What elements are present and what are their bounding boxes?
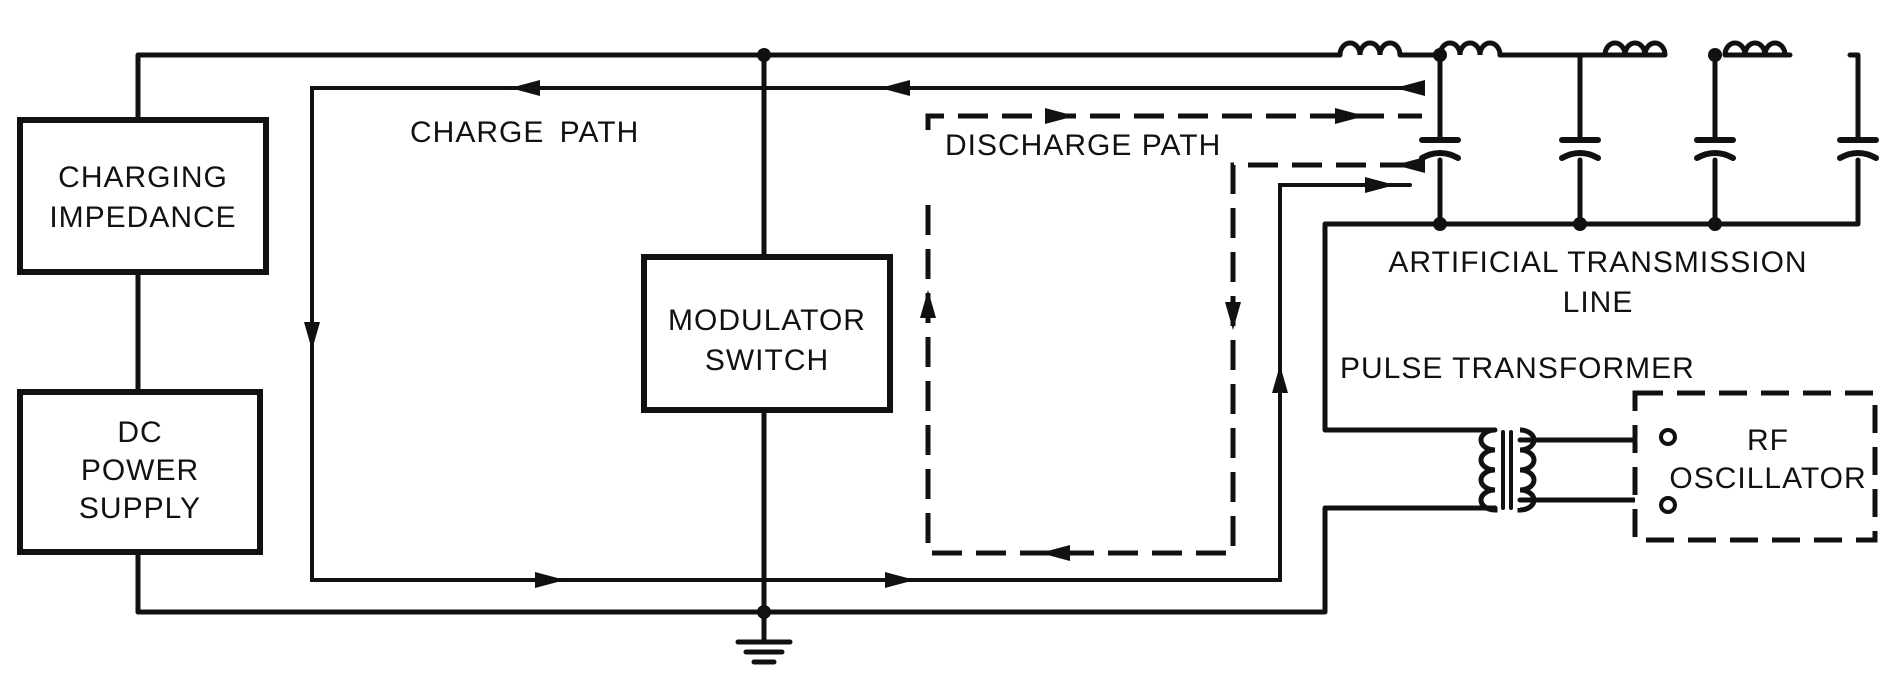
discharge-path-arrows [920,108,1425,561]
ground-icon [735,639,793,665]
capacitor-branch-wires [1437,52,1861,227]
pulse-transformer-icon [1478,427,1537,513]
discharge-path-label: DISCHARGE PATH [945,129,1221,162]
modulator-switch-block: MODULATOR SWITCH [641,254,893,413]
capacitor-icons [1419,137,1879,161]
charge-path-arrows [304,80,1425,588]
oscillator-terminals-front [1659,428,1677,514]
artificial-line-label-1: ARTIFICIAL TRANSMISSION [1388,246,1807,279]
artificial-line-label-2: LINE [1563,286,1634,319]
rf-oscillator-line-1: RF [1747,424,1789,457]
junction-dots [757,48,1722,619]
dc-power-supply-block: DC POWER SUPPLY [17,389,263,555]
line-top-rail-wire [1397,52,1861,143]
dc-power-supply-line-3: SUPPLY [79,492,201,525]
inductor-icons [1337,40,1788,56]
charge-path-label: CHARGE PATH [410,116,639,149]
charging-impedance-line-2: IMPEDANCE [49,201,236,234]
modulator-switch-line-2: SWITCH [705,344,829,377]
discharge-path-line-2 [925,162,1422,556]
pulse-transformer-label: PULSE TRANSFORMER [1340,352,1695,385]
modulator-switch-line-1: MODULATOR [668,304,866,337]
dc-power-supply-line-2: POWER [81,454,199,487]
charge-path-line [310,86,1424,582]
rf-oscillator-line-2: OSCILLATOR [1669,462,1866,495]
charging-impedance-line-1: CHARGING [58,161,228,194]
bottom-rail-wire [135,505,1498,615]
top-rail-wire [135,52,1343,123]
dc-power-supply-line-1: DC [117,416,162,449]
rf-oscillator-block: RF OSCILLATOR [1632,390,1878,543]
discharge-path-line [925,113,1422,130]
charging-impedance-block: CHARGING IMPEDANCE [17,117,269,275]
capacitor-bus-wire [1322,172,1861,433]
